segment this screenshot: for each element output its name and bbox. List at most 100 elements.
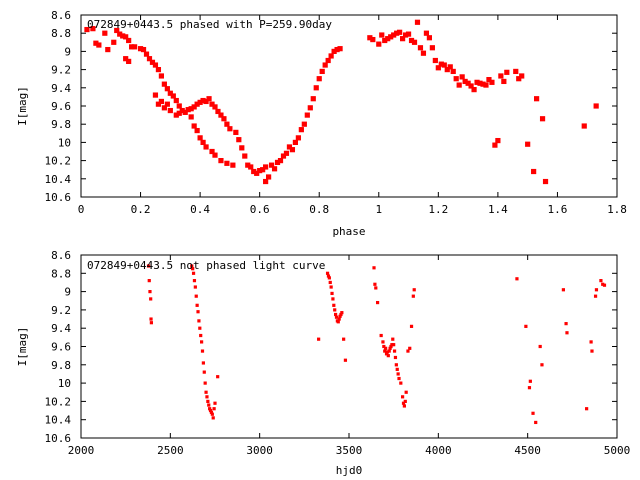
data-point — [161, 81, 167, 87]
y-axis-label: I[mag] — [16, 86, 29, 126]
data-point — [191, 271, 196, 275]
data-point — [524, 324, 528, 328]
data-point — [385, 350, 390, 354]
data-point — [194, 127, 200, 134]
data-point — [367, 35, 373, 41]
data-point — [382, 37, 388, 44]
data-point — [149, 59, 156, 65]
data-point — [257, 168, 263, 174]
data-point — [248, 164, 254, 170]
x-axis-label: hjd0 — [336, 464, 363, 477]
data-point — [468, 83, 474, 89]
data-point — [132, 44, 138, 50]
data-point — [328, 53, 334, 59]
x-axis-label: phase — [332, 225, 365, 238]
data-point — [474, 79, 480, 85]
data-point — [218, 158, 224, 164]
data-point — [230, 162, 236, 168]
data-point — [338, 314, 342, 318]
y-tick-label: 8.8 — [51, 27, 71, 40]
data-point — [539, 116, 546, 122]
data-point — [332, 303, 336, 307]
data-point — [298, 127, 304, 133]
data-point — [227, 126, 233, 132]
data-point — [164, 86, 170, 92]
data-point — [111, 39, 117, 45]
data-point — [531, 168, 537, 175]
data-point — [337, 317, 341, 321]
data-point — [486, 77, 492, 83]
data-point — [263, 178, 269, 185]
data-point — [337, 46, 343, 52]
data-point — [236, 137, 242, 143]
data-point — [152, 92, 159, 98]
data-point — [149, 321, 153, 325]
data-point — [149, 297, 153, 301]
data-point — [599, 279, 603, 283]
data-point — [170, 93, 176, 99]
data-point — [102, 30, 108, 36]
data-point — [515, 277, 519, 281]
data-point — [158, 73, 164, 79]
data-point — [179, 107, 185, 114]
data-point — [385, 36, 391, 42]
data-point — [192, 279, 197, 283]
data-point — [137, 46, 144, 52]
data-point — [504, 69, 510, 75]
data-point — [209, 410, 214, 414]
data-point — [527, 386, 532, 390]
y-tick-label: 10.2 — [45, 155, 72, 168]
data-point — [173, 97, 179, 104]
data-point — [218, 112, 224, 118]
data-point — [392, 343, 396, 347]
y-tick-label: 9.4 — [51, 322, 71, 335]
data-point — [239, 145, 245, 151]
data-point — [208, 408, 213, 413]
data-point — [516, 76, 522, 82]
x-tick-label: 0.6 — [250, 203, 270, 216]
y-tick-label: 10.6 — [45, 191, 72, 204]
data-point — [242, 153, 248, 159]
data-point — [370, 36, 376, 43]
data-point — [374, 286, 378, 290]
data-point — [268, 162, 275, 168]
data-point — [426, 35, 432, 41]
data-point — [176, 103, 182, 109]
x-tick-label: 0.8 — [309, 203, 329, 216]
data-point — [388, 34, 394, 40]
data-point — [263, 164, 269, 170]
data-point — [379, 333, 383, 338]
data-point — [534, 420, 538, 425]
data-point — [209, 148, 215, 155]
data-point — [173, 112, 179, 118]
x-tick-label: 0.4 — [190, 203, 210, 216]
data-point — [399, 381, 403, 385]
data-point — [408, 346, 412, 350]
data-point — [334, 315, 339, 319]
data-point — [387, 349, 391, 353]
data-point — [301, 121, 307, 127]
data-point — [414, 19, 421, 25]
data-point — [254, 170, 260, 176]
x-tick-label: 3000 — [246, 444, 273, 457]
data-point — [188, 106, 194, 112]
y-tick-label: 10.4 — [45, 414, 72, 427]
data-point — [373, 282, 377, 286]
y-tick-label: 10 — [58, 136, 71, 149]
data-point — [158, 98, 164, 105]
data-point — [200, 139, 206, 145]
data-point — [408, 37, 415, 44]
data-point — [327, 276, 331, 280]
data-point — [155, 101, 162, 107]
y-tick-label: 10.2 — [45, 395, 72, 408]
data-point — [197, 99, 203, 105]
plot-frame — [80, 14, 618, 198]
data-point — [93, 40, 99, 46]
data-point — [534, 96, 540, 102]
data-point — [292, 139, 298, 145]
data-point — [190, 264, 194, 268]
data-point — [409, 324, 414, 328]
data-point — [126, 58, 132, 65]
data-point — [176, 110, 182, 116]
